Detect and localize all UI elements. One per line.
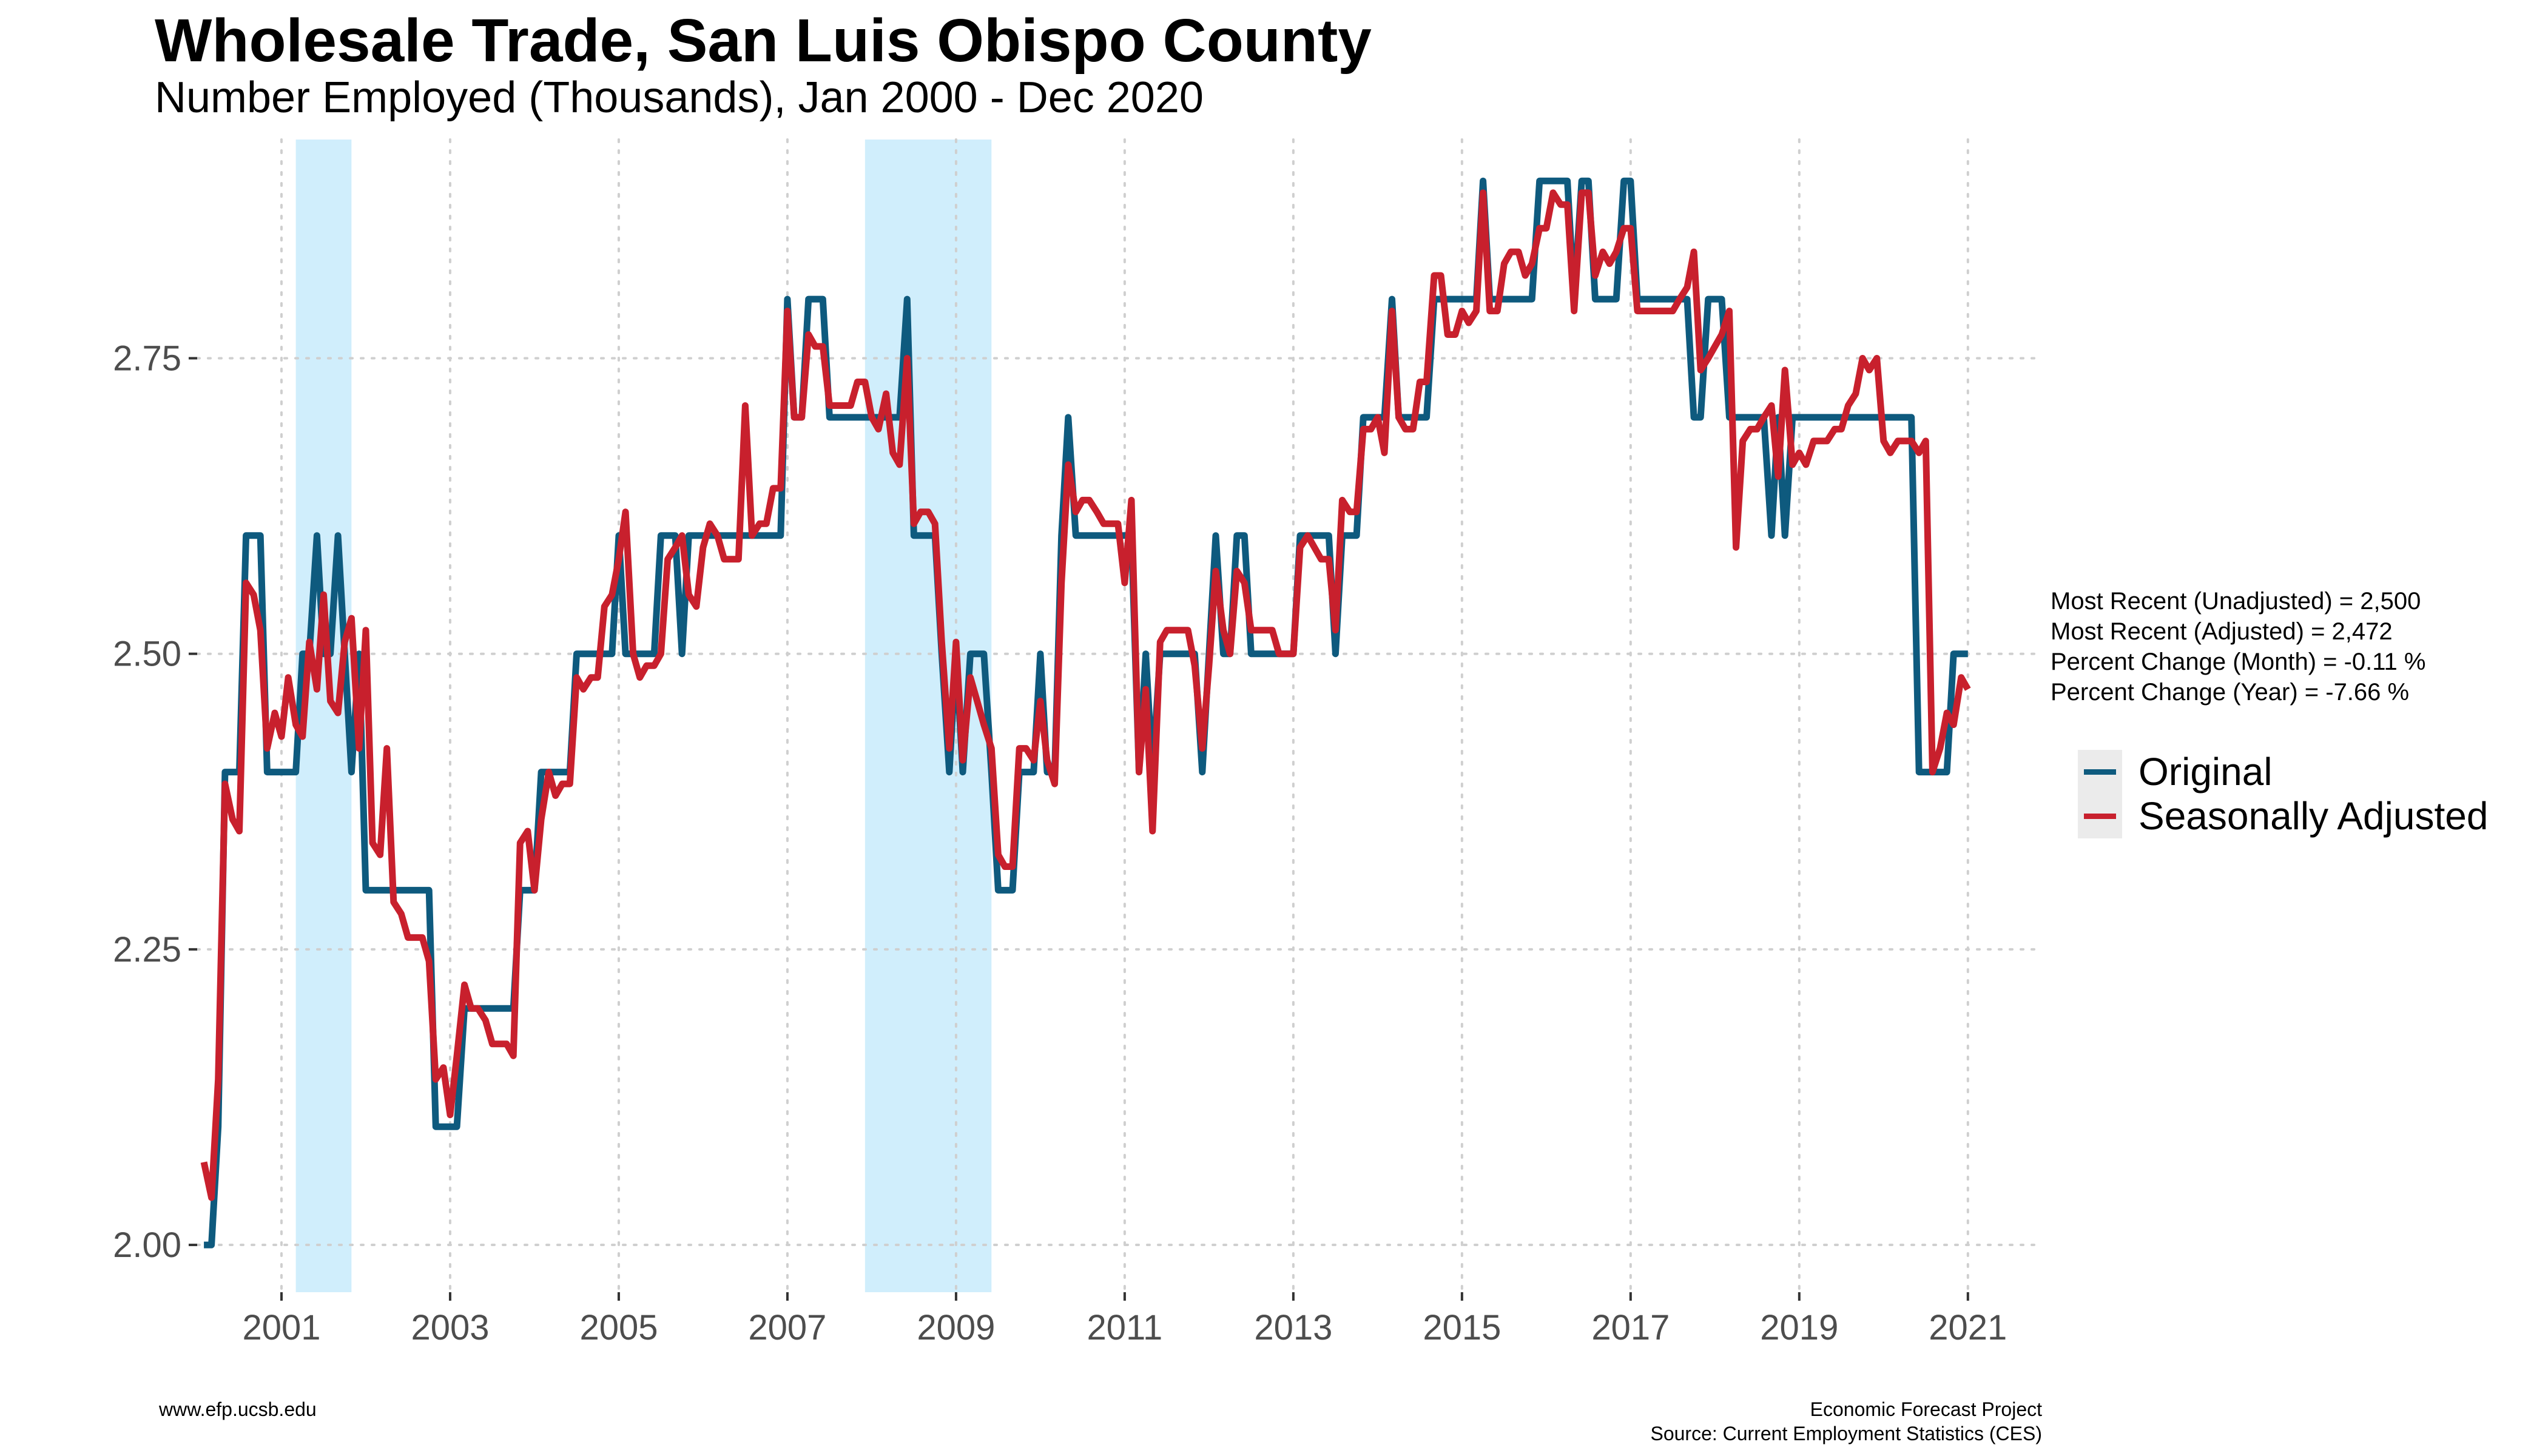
series-lines <box>200 177 1971 1249</box>
x-tick-label: 2021 <box>1929 1308 2007 1347</box>
footer-source: Source: Current Employment Statistics (C… <box>1650 1423 2042 1444</box>
stat-recent-unadjusted: Most Recent (Unadjusted) = 2,500 <box>2051 588 2421 615</box>
footer-org: Economic Forecast Project <box>1810 1398 2042 1420</box>
stats-box: Most Recent (Unadjusted) = 2,500 Most Re… <box>2051 586 2426 707</box>
x-tick-label: 2013 <box>1254 1308 1332 1347</box>
y-tick-label: 2.00 <box>113 1225 181 1265</box>
legend-key-adjusted <box>2078 794 2122 838</box>
y-tick-label: 2.50 <box>113 635 181 674</box>
x-tick-label: 2017 <box>1591 1308 1670 1347</box>
x-tick-label: 2019 <box>1760 1308 1838 1347</box>
stat-percent-change-month: Percent Change (Month) = -0.11 % <box>2051 649 2426 675</box>
recession-shading <box>295 140 992 1292</box>
chart-subtitle: Number Employed (Thousands), Jan 2000 - … <box>155 73 1204 122</box>
stat-recent-adjusted: Most Recent (Adjusted) = 2,472 <box>2051 618 2393 645</box>
y-tick-label: 2.75 <box>113 339 181 379</box>
legend-label-adjusted: Seasonally Adjusted <box>2138 794 2489 838</box>
legend-label-original: Original <box>2138 750 2273 794</box>
x-tick-label: 2001 <box>242 1308 320 1347</box>
x-tick-label: 2003 <box>411 1308 489 1347</box>
y-tick-label: 2.25 <box>113 930 181 969</box>
x-tick-label: 2007 <box>748 1308 826 1347</box>
x-tick-label: 2009 <box>917 1308 995 1347</box>
recession-band-2 <box>864 140 992 1292</box>
legend-swatch-adjusted <box>2084 814 2116 819</box>
grid-lines <box>196 138 2037 1293</box>
stat-percent-change-year: Percent Change (Year) = -7.66 % <box>2051 679 2410 706</box>
series-line-original <box>204 177 1968 1249</box>
x-tick-label: 2011 <box>1087 1308 1163 1347</box>
x-tick-label: 2005 <box>579 1308 658 1347</box>
legend-swatch-original <box>2084 769 2116 775</box>
axes: 2.00 2.25 2.50 2.75 2001 2003 2005 2007 2009 2011… <box>113 339 2007 1347</box>
x-tick-label: 2015 <box>1423 1308 1501 1347</box>
series-line-seasonally-adjusted <box>200 189 1971 1201</box>
legend-key-original <box>2078 750 2122 794</box>
footer-website: www.efp.ucsb.edu <box>159 1398 317 1420</box>
chart-title: Wholesale Trade, San Luis Obispo County <box>155 7 1372 75</box>
footer-credits: Economic Forecast Project Source: Curren… <box>1650 1397 2042 1446</box>
